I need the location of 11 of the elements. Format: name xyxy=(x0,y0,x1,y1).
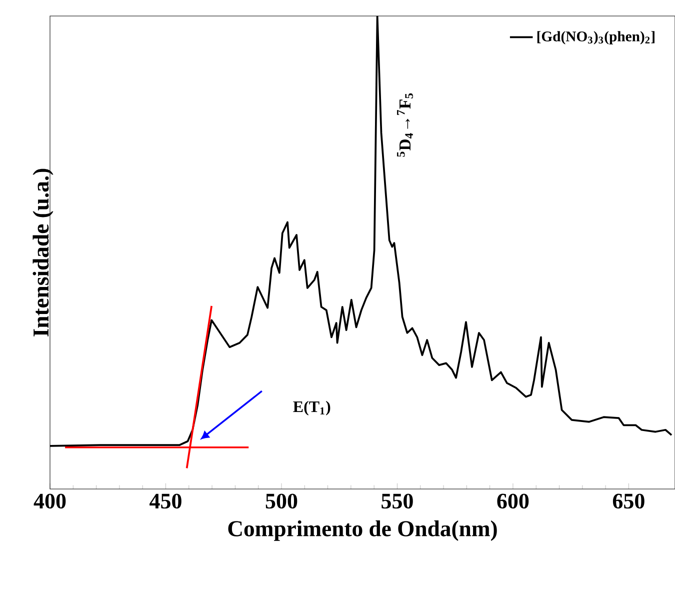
x-tick-label: 500 xyxy=(266,494,298,509)
x-tick-label: 550 xyxy=(382,494,413,509)
x-axis-title: Comprimento de Onda(nm) xyxy=(228,520,497,541)
x-tick-label: 400 xyxy=(34,494,66,509)
x-tick-label: 450 xyxy=(150,494,182,509)
legend-label: [Gd(NO$_{3}$)$_{3}$(phen)$_{2}$] xyxy=(537,31,654,44)
x-tick-label: 650 xyxy=(612,494,644,509)
x-tick-label: 600 xyxy=(497,494,529,509)
y-axis-title: Intensidade (u.a.) xyxy=(32,168,54,336)
annotation: E(T$_{1}$) xyxy=(293,400,330,416)
annotation: $^{5}$D$_{4}$→$^{7}$F$_{5}$ xyxy=(397,93,413,157)
